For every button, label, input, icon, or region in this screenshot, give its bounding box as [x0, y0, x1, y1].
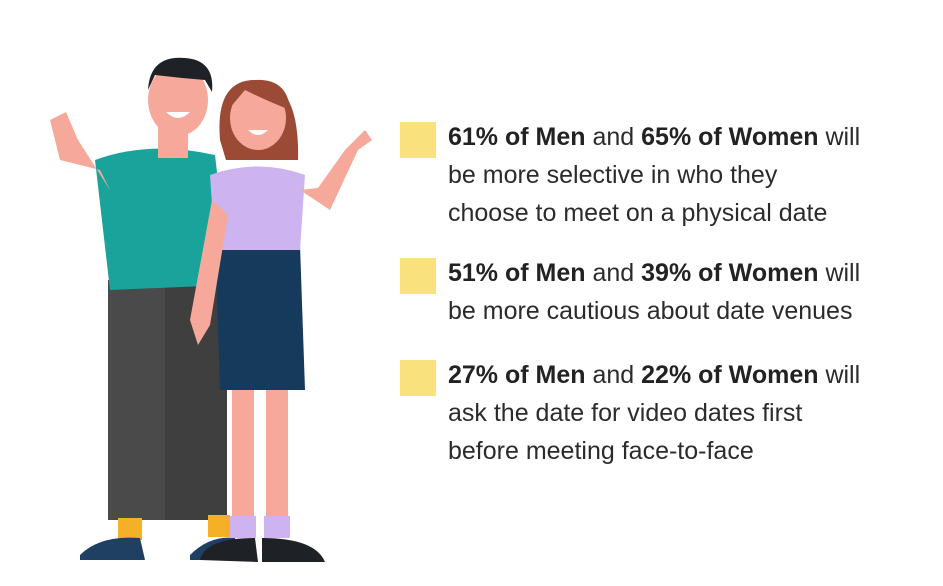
women-stat: 65% of Women — [641, 123, 819, 151]
connector: and — [592, 123, 635, 151]
connector: and — [592, 361, 635, 389]
stat-line: 27% of Men and 22% of Women will — [448, 356, 860, 394]
stat-line: 61% of Men and 65% of Women will — [448, 118, 860, 156]
women-stat: 39% of Women — [641, 259, 819, 287]
stat-line: be more selective in who they — [448, 161, 778, 189]
men-stat: 27% of Men — [448, 361, 586, 389]
connector: will — [825, 123, 861, 151]
bullet-square — [400, 360, 436, 396]
illustration — [50, 57, 372, 562]
men-stat: 51% of Men — [448, 259, 586, 287]
stat-line: choose to meet on a physical date — [448, 199, 828, 227]
men-stat: 61% of Men — [448, 123, 586, 151]
stat-line: before meeting face-to-face — [448, 437, 754, 465]
connector: and — [592, 259, 635, 287]
stat-line: ask the date for video dates first — [448, 399, 803, 427]
stat-line: be more cautious about date venues — [448, 297, 853, 325]
stat-line: 51% of Men and 39% of Women will — [448, 254, 860, 292]
stat-text: 27% of Men and 22% of Women will ask the … — [448, 356, 860, 470]
bullet-square — [400, 122, 436, 158]
stat-text: 61% of Men and 65% of Women will be more … — [448, 118, 860, 232]
connector: will — [825, 361, 861, 389]
women-stat: 22% of Women — [641, 361, 819, 389]
connector: will — [825, 259, 861, 287]
bullet-square — [400, 258, 436, 294]
stat-text: 51% of Men and 39% of Women will be more … — [448, 254, 860, 330]
